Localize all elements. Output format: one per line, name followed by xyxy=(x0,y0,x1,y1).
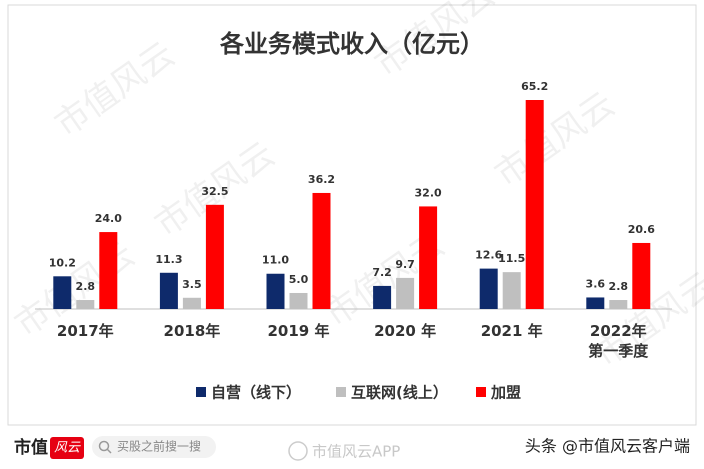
bar xyxy=(289,292,308,309)
search-placeholder: 买股之前搜一搜 xyxy=(117,439,201,454)
x-tick-label: 2022年 第一季度 xyxy=(588,322,649,360)
legend-swatch xyxy=(196,387,206,397)
x-tick-label: 2018年 xyxy=(163,322,221,340)
value-label: 5.0 xyxy=(289,273,309,286)
x-tick-label: 2019 年 xyxy=(267,322,330,340)
x-tick-label: 2020 年 xyxy=(374,322,437,340)
bar xyxy=(479,268,498,309)
value-label: 32.0 xyxy=(415,186,442,199)
bar xyxy=(502,272,521,309)
value-label: 36.2 xyxy=(308,173,335,186)
search-box[interactable] xyxy=(92,436,216,458)
bar xyxy=(419,206,438,309)
value-label: 11.5 xyxy=(498,252,525,265)
bar xyxy=(632,242,651,309)
bar xyxy=(373,285,392,309)
legend-label: 互联网(线上） xyxy=(351,384,448,402)
value-label: 65.2 xyxy=(521,80,548,93)
value-label: 3.5 xyxy=(182,278,202,291)
bar xyxy=(53,276,72,309)
value-label: 32.5 xyxy=(201,185,228,198)
value-label: 11.3 xyxy=(155,253,182,266)
bar xyxy=(586,297,605,309)
search-icon-handle xyxy=(106,448,112,454)
bar xyxy=(312,192,331,309)
bar xyxy=(182,297,201,309)
value-label: 12.6 xyxy=(475,249,502,262)
search-icon xyxy=(98,440,110,452)
legend-swatch xyxy=(336,387,346,397)
footer-source: 头条 @市值风云客户端 xyxy=(525,437,690,456)
chart-title: 各业务模式收入（亿元） xyxy=(219,30,484,58)
legend-swatch xyxy=(476,387,486,397)
app-icon xyxy=(288,441,308,461)
value-label: 3.6 xyxy=(586,277,606,290)
value-label: 20.6 xyxy=(628,223,655,236)
footer-logo-badge: 风云 xyxy=(54,441,81,456)
bar xyxy=(525,100,544,309)
legend-label: 自营（线下） xyxy=(211,384,301,402)
bar xyxy=(266,273,285,309)
x-tick-label: 2017年 xyxy=(56,322,114,340)
bar xyxy=(609,300,628,309)
value-label: 2.8 xyxy=(76,280,96,293)
value-label: 9.7 xyxy=(395,258,415,271)
bar xyxy=(205,204,224,309)
bar xyxy=(396,277,415,309)
value-label: 24.0 xyxy=(95,212,122,225)
footer-logo: 市值 xyxy=(14,437,48,458)
logo-badge-bg xyxy=(50,437,84,459)
value-label: 10.2 xyxy=(49,256,76,269)
bar xyxy=(159,272,178,309)
value-label: 11.0 xyxy=(262,254,289,267)
x-tick-label: 2021 年 xyxy=(480,322,543,340)
bar xyxy=(76,300,95,309)
footer-app: 市值风云APP xyxy=(312,443,400,461)
value-label: 2.8 xyxy=(609,280,629,293)
chart-frame xyxy=(7,4,697,426)
bar xyxy=(99,232,118,309)
value-label: 7.2 xyxy=(372,266,392,279)
legend-label: 加盟 xyxy=(490,384,521,402)
